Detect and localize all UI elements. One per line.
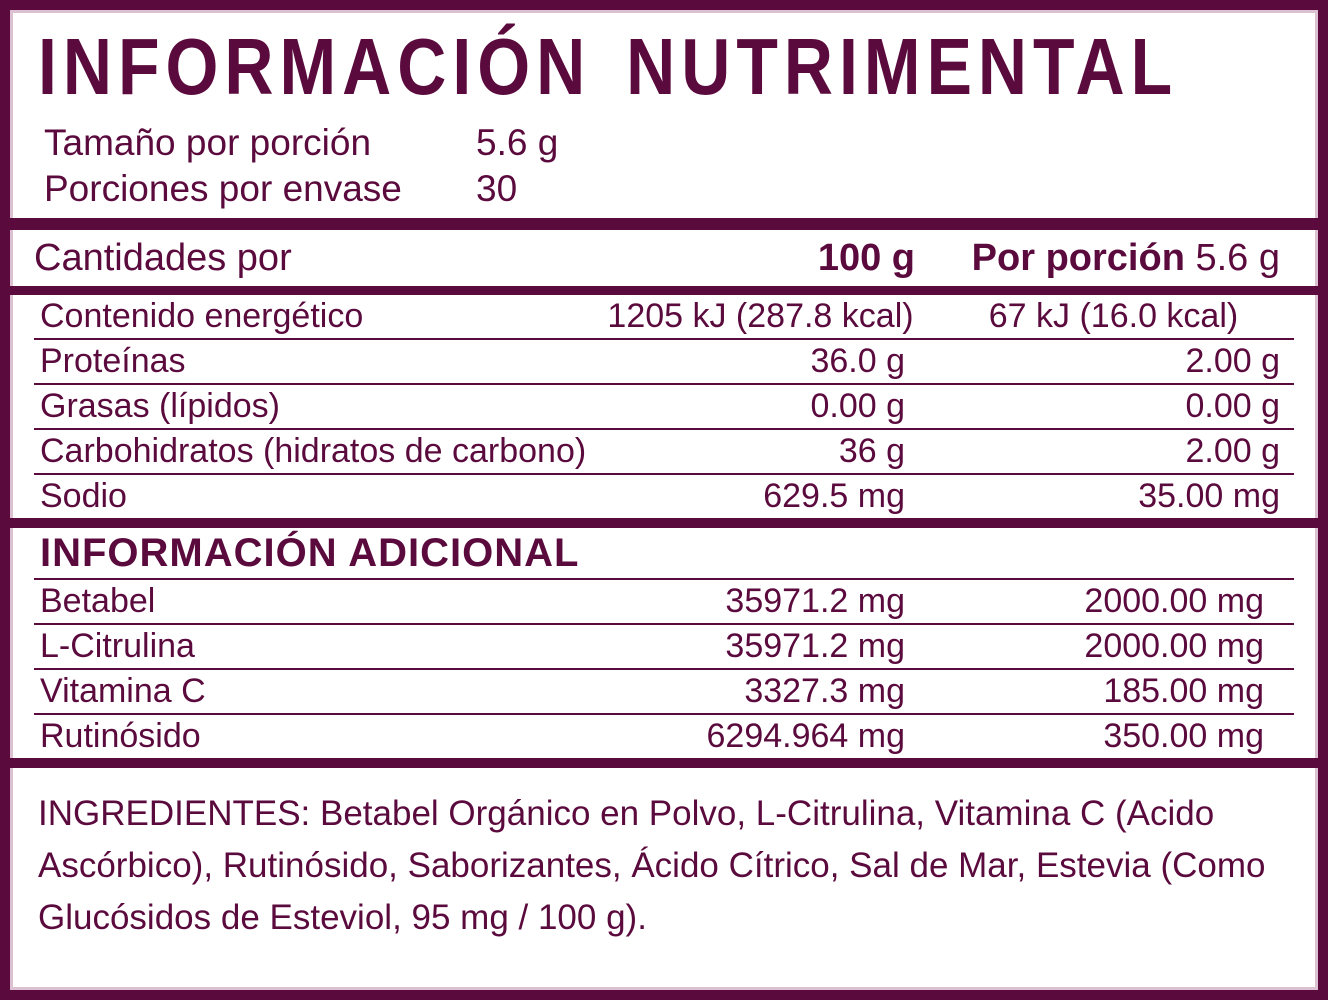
additional-info-section: INFORMACIÓN ADICIONAL Betabel 35971.2 mg… xyxy=(10,528,1318,758)
ingredient-portion-value: 2000.00 mg xyxy=(1084,627,1264,665)
portion-header-size: 5.6 g xyxy=(1195,236,1280,279)
nutrient-row-fat: Grasas (lípidos) 0.00 g 0.00 g xyxy=(34,383,1294,428)
additional-info-title: INFORMACIÓN ADICIONAL xyxy=(34,528,1294,580)
nutrient-row-carbs: Carbohidratos (hidratos de carbono) 36 g… xyxy=(34,428,1294,473)
nutrient-portion-value: 2.00 g xyxy=(1185,342,1280,380)
ingredients-text: INGREDIENTES: Betabel Orgánico en Polvo,… xyxy=(38,794,1266,937)
ingredient-per100-value: 6294.964 mg xyxy=(706,717,906,755)
nutrient-portion-value: 2.00 g xyxy=(1185,432,1280,470)
nutrient-label: Carbohidratos (hidratos de carbono) xyxy=(40,432,587,470)
serving-size-value: 5.6 g xyxy=(476,122,559,163)
nutrient-row-protein: Proteínas 36.0 g 2.00 g xyxy=(34,338,1294,383)
nutrient-per100-value: 36 g xyxy=(838,432,905,470)
ingredient-portion-value: 2000.00 mg xyxy=(1084,582,1264,620)
ingredient-portion-value: 350.00 mg xyxy=(1103,717,1264,755)
ingredient-label: Rutinósido xyxy=(40,717,201,755)
nutrient-row-sodium: Sodio 629.5 mg 35.00 mg xyxy=(34,473,1294,518)
servings-per-container-label: Porciones por envase xyxy=(44,168,402,209)
additional-row-vitamina-c: Vitamina C 3327.3 mg 185.00 mg xyxy=(34,668,1294,713)
amounts-body: Contenido energético 1205 kJ (287.8 kcal… xyxy=(10,295,1318,518)
nutrient-label: Sodio xyxy=(40,477,127,515)
nutrient-label: Proteínas xyxy=(40,342,186,380)
ingredient-per100-value: 35971.2 mg xyxy=(725,582,905,620)
amounts-section: Cantidades por 100 g Por porción 5.6 g C… xyxy=(10,230,1318,518)
section-divider xyxy=(10,518,1318,528)
ingredient-per100-value: 35971.2 mg xyxy=(725,627,905,665)
nutrient-per100-value: 1205 kJ (287.8 kcal) xyxy=(607,297,914,335)
nutrient-portion-value: 35.00 mg xyxy=(1138,477,1280,515)
ingredient-label: Vitamina C xyxy=(40,672,206,710)
nutrient-label: Grasas (lípidos) xyxy=(40,387,280,425)
serving-size-row: Tamaño por porción 5.6 g xyxy=(38,120,1290,166)
additional-row-betabel: Betabel 35971.2 mg 2000.00 mg xyxy=(34,580,1294,623)
nutrient-row-energy: Contenido energético 1205 kJ (287.8 kcal… xyxy=(34,295,1294,338)
section-divider xyxy=(10,758,1318,768)
servings-per-container-row: Porciones por envase 30 xyxy=(38,166,1290,212)
additional-row-citrulina: L-Citrulina 35971.2 mg 2000.00 mg xyxy=(34,623,1294,668)
ingredients-section: INGREDIENTES: Betabel Orgánico en Polvo,… xyxy=(10,768,1318,990)
nutrient-per100-value: 36.0 g xyxy=(810,342,905,380)
nutrient-label: Contenido energético xyxy=(40,297,364,335)
ingredient-per100-value: 3327.3 mg xyxy=(744,672,905,710)
ingredient-label: L-Citrulina xyxy=(40,627,195,665)
section-divider xyxy=(10,218,1318,230)
serving-size-label: Tamaño por porción xyxy=(44,122,372,163)
column-header-100g: 100 g xyxy=(817,236,915,279)
ingredient-label: Betabel xyxy=(40,582,156,620)
servings-per-container-value: 30 xyxy=(476,168,518,209)
header-section: INFORMACIÓN NUTRIMENTAL Tamaño por porci… xyxy=(10,10,1318,218)
table-head-rule xyxy=(10,286,1318,295)
column-header-portion: Por porción 5.6 g xyxy=(933,237,1294,280)
additional-row-rutinosido: Rutinósido 6294.964 mg 350.00 mg xyxy=(34,713,1294,758)
nutrient-per100-value: 0.00 g xyxy=(810,387,905,425)
nutrient-per100-value: 629.5 mg xyxy=(763,477,905,515)
nutrient-portion-value: 67 kJ (16.0 kcal) xyxy=(988,297,1239,335)
ingredient-portion-value: 185.00 mg xyxy=(1103,672,1264,710)
amounts-header-row: Cantidades por 100 g Por porción 5.6 g xyxy=(10,230,1318,286)
serving-info: Tamaño por porción 5.6 g Porciones por e… xyxy=(38,120,1290,212)
portion-header-label: Por porción xyxy=(971,236,1185,279)
nutrient-portion-value: 0.00 g xyxy=(1185,387,1280,425)
amounts-per-label: Cantidades por xyxy=(34,236,292,279)
page-title: INFORMACIÓN NUTRIMENTAL xyxy=(38,22,1179,112)
